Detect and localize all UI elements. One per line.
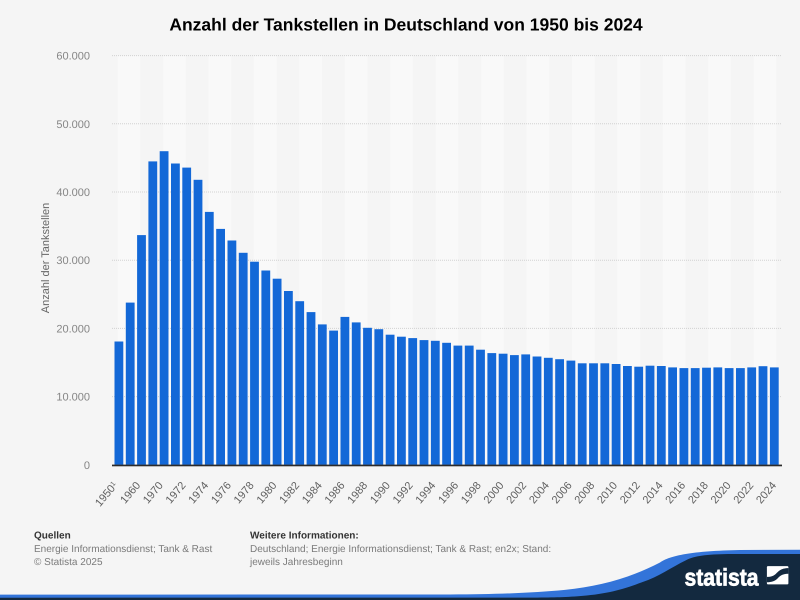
svg-text:20.000: 20.000 bbox=[56, 323, 90, 335]
svg-text:Anzahl der Tankstellen in Deut: Anzahl der Tankstellen in Deutschland vo… bbox=[169, 15, 643, 35]
svg-text:0: 0 bbox=[84, 460, 90, 472]
svg-text:Quellen: Quellen bbox=[34, 531, 71, 542]
svg-text:Anzahl der Tankstellen: Anzahl der Tankstellen bbox=[40, 203, 52, 313]
svg-text:30.000: 30.000 bbox=[56, 255, 90, 267]
svg-text:jeweils Jahresbeginn: jeweils Jahresbeginn bbox=[249, 557, 343, 568]
svg-text:© Statista 2025: © Statista 2025 bbox=[34, 557, 103, 568]
svg-text:40.000: 40.000 bbox=[56, 187, 90, 199]
svg-text:Deutschland; Energie Informati: Deutschland; Energie Informationsdienst;… bbox=[250, 544, 551, 555]
svg-text:Weitere Informationen:: Weitere Informationen: bbox=[250, 531, 359, 542]
svg-text:10.000: 10.000 bbox=[56, 392, 90, 404]
svg-text:statista: statista bbox=[685, 564, 760, 591]
svg-text:Energie Informationsdienst; Ta: Energie Informationsdienst; Tank & Rast bbox=[34, 544, 212, 555]
svg-text:50.000: 50.000 bbox=[56, 119, 90, 131]
svg-text:60.000: 60.000 bbox=[56, 51, 90, 63]
